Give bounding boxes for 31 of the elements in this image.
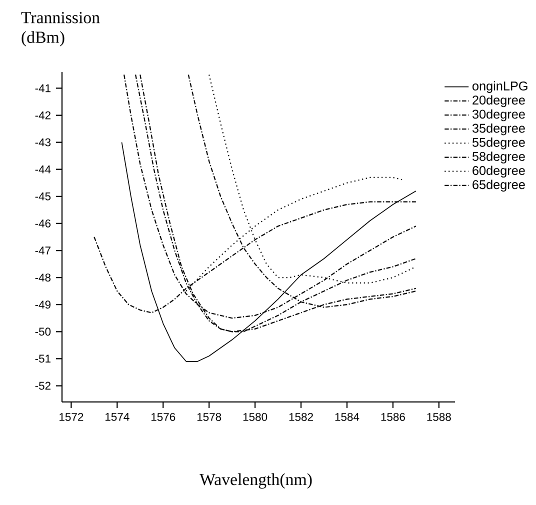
y-tick-label: -41 bbox=[35, 84, 50, 92]
y-tick-label: -43 bbox=[35, 138, 51, 146]
legend-label: 35degree bbox=[472, 123, 525, 136]
legend-label: 60degree bbox=[472, 166, 525, 178]
y-tick-label: -46 bbox=[35, 219, 51, 228]
legend-label: 55degree bbox=[472, 138, 525, 150]
y-axis-title: Trannission (dBm) bbox=[21, 12, 100, 46]
y-tick-label: -42 bbox=[35, 111, 50, 120]
y-tick-label: -48 bbox=[35, 274, 51, 282]
x-tick-label: 1574 bbox=[106, 412, 130, 421]
y-tick-label: -49 bbox=[35, 300, 50, 309]
y-tick-label: -44 bbox=[35, 165, 51, 174]
legend-label: 30degree bbox=[472, 109, 525, 122]
x-tick-label: 1582 bbox=[289, 412, 313, 421]
x-tick-label: 1580 bbox=[243, 412, 268, 421]
x-tick-label: 1586 bbox=[381, 412, 405, 421]
legend-label: 65degree bbox=[472, 180, 525, 192]
x-axis-title: Wavelength(nm) bbox=[200, 473, 312, 489]
y-tick-label: -47 bbox=[35, 246, 50, 254]
legend-label: 58degree bbox=[472, 152, 525, 164]
y-tick-label: -52 bbox=[35, 382, 50, 390]
x-tick-label: 1584 bbox=[335, 412, 360, 421]
x-tick-label: 1572 bbox=[60, 412, 84, 421]
legend-label: 20degree bbox=[472, 95, 525, 108]
x-tick-label: 1578 bbox=[197, 412, 222, 421]
y-tick-label: -45 bbox=[35, 192, 51, 200]
y-tick-label: -50 bbox=[35, 328, 51, 336]
y-tick-label: -51 bbox=[35, 354, 50, 363]
x-tick-label: 1588 bbox=[427, 412, 451, 421]
legend-label: onginLPG bbox=[472, 81, 528, 93]
x-tick-label: 1576 bbox=[151, 412, 176, 421]
